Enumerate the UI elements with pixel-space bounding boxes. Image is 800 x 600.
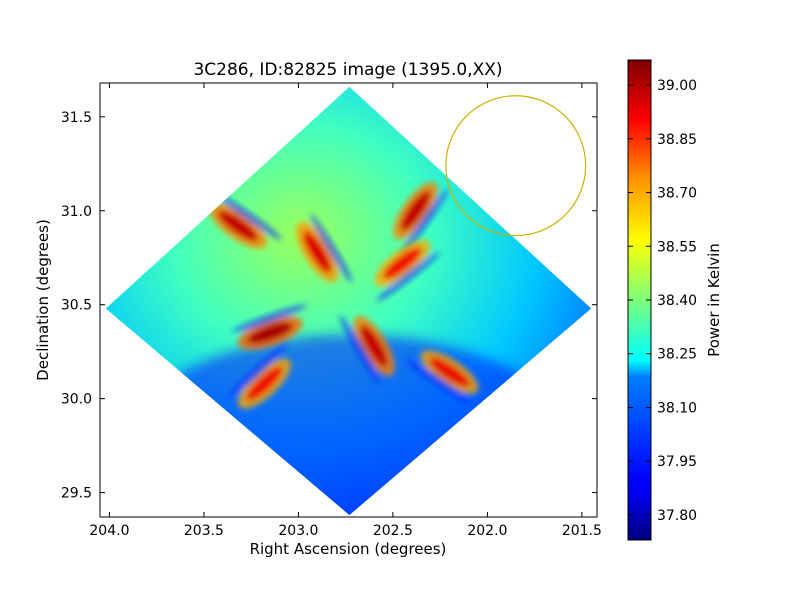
colorbar-ticks: 37.80 37.95 38.10 38.25 38.40 38.55 38.70 38.85… (628, 78, 697, 524)
heatmap-feature (405, 350, 479, 405)
colorbar-tick-label: 37.95 (657, 454, 697, 470)
colorbar-tick-label: 38.40 (657, 293, 697, 309)
x-axis-ticks: 204.0 203.5 203.0 202.5 202.0 201.5 (89, 83, 602, 539)
y-axis-ticks: 29.5 30.0 30.5 31.0 31.5 (61, 110, 597, 502)
colorbar-tick-label: 38.25 (657, 347, 697, 363)
chart-title: 3C286, ID:82825 image (1395.0,XX) (193, 60, 502, 80)
heatmap-feature (339, 315, 395, 385)
heatmap (105, 86, 592, 516)
colorbar-tick-label: 38.85 (657, 132, 697, 148)
colorbar-tick-label: 38.10 (657, 400, 697, 416)
x-tick-label: 202.0 (467, 523, 507, 539)
circle-marker (445, 95, 587, 237)
heatmap-feature (393, 181, 448, 255)
x-tick-label: 204.0 (89, 523, 129, 539)
colorbar-tick-label: 37.80 (657, 508, 697, 524)
heatmap-feature (374, 240, 440, 302)
heatmap-feature (209, 193, 283, 249)
x-axis-label: Right Ascension (degrees) (250, 540, 447, 558)
x-tick-label: 202.5 (373, 523, 413, 539)
colorbar-tick-label: 38.55 (657, 239, 697, 255)
y-tick-label: 31.0 (61, 204, 92, 220)
plot-frame (99, 82, 598, 518)
x-tick-label: 203.5 (184, 523, 224, 539)
x-tick-label: 203.0 (278, 523, 318, 539)
colorbar-label: Power in Kelvin (705, 243, 723, 357)
y-tick-label: 31.5 (61, 110, 92, 126)
y-tick-label: 30.5 (61, 298, 92, 314)
heatmap-feature (296, 214, 353, 283)
heatmap-feature (228, 343, 291, 409)
colorbar-tick-label: 39.00 (657, 78, 697, 94)
y-tick-label: 29.5 (61, 486, 92, 502)
y-axis-label: Declination (degrees) (34, 219, 52, 381)
x-tick-label: 201.5 (562, 523, 602, 539)
heatmap-feature (231, 304, 307, 350)
colorbar-tick-label: 38.70 (657, 186, 697, 202)
y-tick-label: 30.0 (61, 392, 92, 408)
